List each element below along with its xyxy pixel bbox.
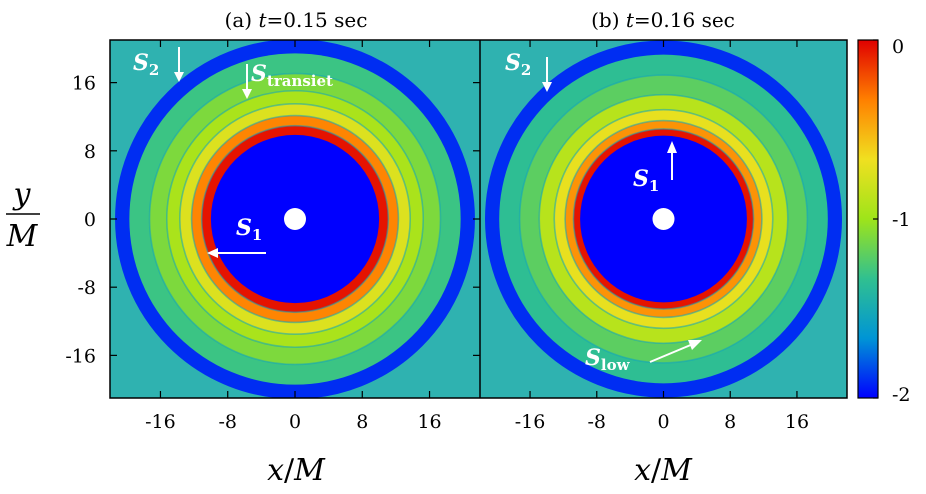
panel-a-ytick-label: -8 [77, 277, 96, 299]
annotation-a-stransiet-arrowhead [242, 89, 252, 99]
colorbar-tick-label: -2 [892, 384, 911, 406]
annotation-a-s1-arrowhead [207, 248, 218, 258]
panel-a-ring-gap [148, 72, 442, 366]
annotation-b-slow: Slow [585, 340, 702, 374]
panel-b-ring-gap [572, 128, 755, 310]
panel-a-xtick-label: 8 [356, 411, 368, 433]
annotation-b-s1-arrowhead [667, 141, 677, 153]
panel-b-outer-halo [485, 40, 842, 398]
panel-a-ring-gap [165, 89, 425, 349]
annotation-b-s2-arrowhead [542, 82, 552, 92]
panel-b-title: (b) t=0.16 sec [591, 8, 735, 32]
panel-b-central-object [652, 208, 675, 230]
panel-b-xtick-label: -16 [515, 411, 546, 433]
panel-a-ytick-label: -16 [65, 345, 96, 367]
colorbar-tick-label: -1 [892, 209, 911, 231]
annotation-b-slow-arrowhead [688, 340, 702, 350]
annotation-a-s2-arrowhead [174, 72, 184, 82]
colorbar: 0 -1 -2 [857, 36, 911, 406]
panel-b-xlabel: x/M [634, 453, 693, 488]
annotation-a-stransiet-label: Stransiet [251, 61, 333, 90]
annotation-a-s2-label: S2 [133, 50, 159, 79]
panel-a-heatmap [110, 40, 480, 398]
panel-a-title: (a) t=0.15 sec [225, 8, 368, 32]
colorbar-tick-label: 0 [892, 36, 904, 58]
panel-a-xtick-label: -16 [145, 411, 176, 433]
panel-a-ring-gap [200, 124, 390, 314]
annotation-b-s2-label: S2 [505, 50, 531, 79]
annotation-b-slow-label: Slow [585, 345, 631, 374]
axis-ticks: -16 -8 0 8 16 16 8 0 -8 -16 -16 -8 0 8 16 [65, 40, 809, 433]
ylabel-numerator: y [12, 177, 32, 212]
ylabel-denominator: M [6, 219, 39, 254]
colorbar-ticks: 0 -1 -2 [873, 36, 911, 406]
panel-b-ring-gap [518, 74, 809, 364]
panel-b-xtick-label: -8 [588, 411, 607, 433]
panel-a-xtick-label: 0 [289, 411, 301, 433]
panel-a-ring-gap [178, 102, 412, 336]
panel-a-xtick-label: -8 [218, 411, 237, 433]
ylabel: y M [6, 177, 40, 254]
panel-a-ytick-label: 16 [72, 73, 96, 95]
panel-b-heatmap [480, 40, 847, 398]
panel-b-xtick-label: 8 [724, 411, 736, 433]
panel-b-ring-gap [538, 93, 789, 345]
annotation-a-s1-label: S1 [236, 215, 262, 244]
panel-a-xlabel: x/M [267, 453, 326, 488]
panel-a-central-object [284, 208, 306, 230]
panel-b-xtick-label: 16 [785, 411, 809, 433]
annotation-a-stransiet: Stransiet [242, 61, 333, 99]
annotation-b-s1-label: S1 [633, 166, 659, 195]
panel-a-xtick-label: 16 [417, 411, 441, 433]
panel-a-ring-gap [190, 114, 400, 324]
annotation-a-s1: S1 [207, 215, 266, 258]
panel-b-ring-gap [553, 108, 774, 330]
annotation-b-s1: S1 [633, 141, 677, 195]
panel-b-ring-gap [564, 119, 763, 319]
annotation-a-s2: S2 [133, 47, 184, 82]
panel-a-ytick-label: 8 [84, 141, 96, 163]
panel-b-xtick-label: 0 [657, 411, 669, 433]
panel-a-outer-halo [115, 40, 475, 398]
annotation-b-slow-arrow [649, 343, 694, 363]
annotation-b-s2: S2 [505, 50, 552, 92]
panel-a-ytick-label: 0 [84, 209, 96, 231]
